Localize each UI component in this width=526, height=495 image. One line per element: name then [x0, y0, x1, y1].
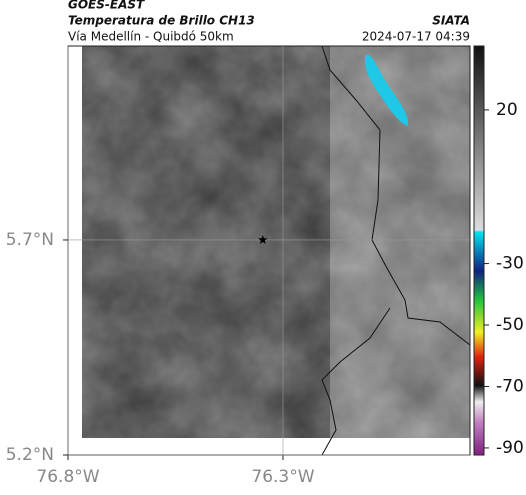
colorbar-tick-label: -90: [496, 438, 524, 458]
x-tick-label: 76.3°W: [251, 467, 314, 487]
colorbar-tick-label: 20: [496, 100, 518, 120]
agency: SIATA: [432, 14, 470, 28]
timestamp: 2024-07-17 04:39: [362, 30, 470, 44]
satellite-image: [68, 46, 470, 455]
location-marker: [258, 235, 268, 244]
colorbar-tick-label: -30: [496, 254, 524, 274]
subtitle: Vía Medellín - Quibdó 50km: [68, 30, 234, 44]
title: Temperatura de Brillo CH13: [68, 14, 255, 28]
x-tick-label: 76.8°W: [36, 467, 99, 487]
source: GOES-EAST: [68, 0, 145, 12]
y-tick-label: 5.7°N: [6, 230, 54, 250]
cold-cloud: [364, 54, 409, 126]
colorbar: [473, 45, 485, 456]
y-tick-label: 5.2°N: [6, 445, 54, 465]
colorbar-tick-label: -50: [496, 315, 524, 335]
colorbar-tick-label: -70: [496, 376, 524, 396]
